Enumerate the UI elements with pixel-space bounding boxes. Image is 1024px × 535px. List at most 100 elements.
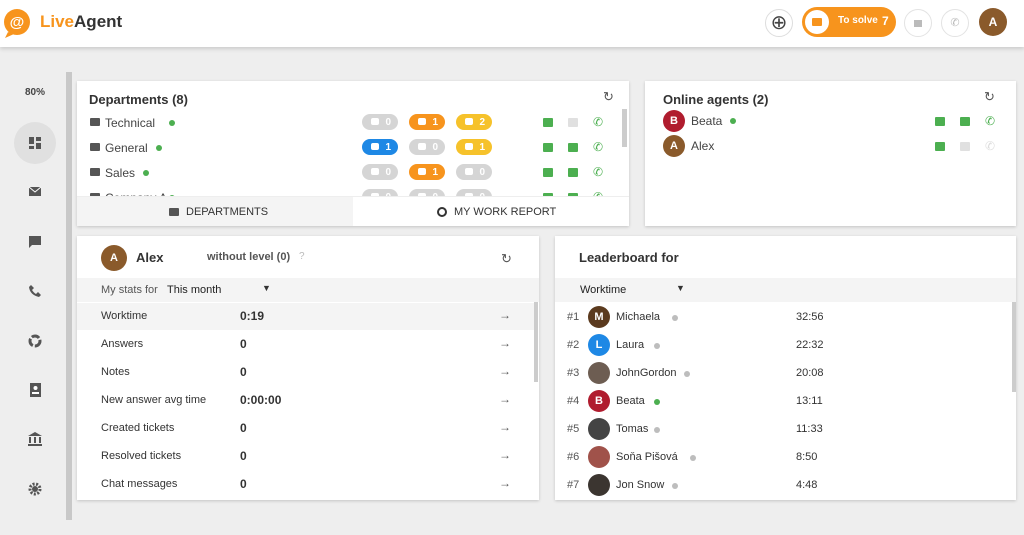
department-name: Sales: [105, 166, 136, 180]
mail-icon[interactable]: [543, 143, 553, 152]
call-icon[interactable]: ✆: [593, 115, 604, 129]
mail-icon[interactable]: [543, 118, 553, 127]
period-select[interactable]: This month: [167, 284, 222, 296]
status-dot: [654, 427, 660, 433]
mail-icon[interactable]: [935, 117, 945, 126]
row-arrow[interactable]: →: [499, 308, 511, 322]
rank: #6: [567, 451, 580, 463]
call-icon[interactable]: ✆: [985, 139, 996, 153]
stat-row[interactable]: Resolved tickets 0 →: [77, 443, 534, 470]
metric-select[interactable]: Worktime: [580, 284, 627, 296]
stat-row[interactable]: Worktime 0:19 →: [77, 303, 534, 330]
chat-icon[interactable]: [960, 117, 970, 126]
agent-avatar: [588, 474, 610, 496]
tab-departments[interactable]: [77, 197, 353, 226]
chat-button[interactable]: [904, 9, 932, 37]
status-dot: [155, 145, 162, 151]
rank: #2: [567, 339, 580, 351]
nav-calls[interactable]: [27, 283, 43, 299]
status-dot: [654, 399, 660, 405]
to-solve-button[interactable]: To solve 7: [802, 7, 896, 37]
dropdown-arrow[interactable]: ▼: [676, 283, 685, 293]
stat-value: 0:00:00: [240, 393, 282, 407]
chat-icon[interactable]: [960, 142, 970, 151]
status-dot: [672, 483, 678, 489]
chat-icon[interactable]: [568, 168, 578, 177]
agent-avatar: [588, 418, 610, 440]
stats-agent-name: Alex: [136, 250, 164, 265]
sidebar: 80%: [0, 47, 62, 535]
zoom-level[interactable]: 80%: [25, 87, 46, 98]
mail-icon[interactable]: [935, 142, 945, 151]
agent-name: Michaela: [616, 311, 661, 323]
online-agents-title: Online agents (2): [663, 92, 769, 107]
metric-value: 32:56: [796, 311, 824, 323]
agent-name: Tomas: [616, 423, 649, 435]
logo-live: Live: [40, 12, 75, 31]
chat-count: 1: [362, 139, 398, 155]
status-dot: [730, 118, 736, 124]
nav-dashboard-active[interactable]: [14, 122, 56, 164]
logo-icon: @: [4, 9, 30, 38]
call-icon[interactable]: ✆: [985, 114, 996, 128]
dropdown-arrow[interactable]: ▼: [262, 283, 271, 293]
report-icon: [437, 207, 447, 217]
nav-reports[interactable]: [27, 333, 43, 349]
stat-row[interactable]: Answers 0 →: [77, 331, 534, 358]
refresh-button[interactable]: ↻: [501, 251, 512, 266]
call-count: 0: [409, 139, 445, 155]
nav-knowledgebase[interactable]: [27, 431, 43, 447]
refresh-button[interactable]: ↻: [984, 89, 995, 104]
chat-icon[interactable]: [568, 118, 578, 127]
chat-icon[interactable]: [568, 143, 578, 152]
row-arrow[interactable]: →: [499, 392, 511, 406]
nav-chats[interactable]: [27, 234, 43, 250]
agent-avatar: L: [588, 334, 610, 356]
logo-text: LiveAgent: [40, 12, 122, 32]
call-icon[interactable]: ✆: [593, 165, 604, 179]
user-avatar[interactable]: A: [979, 8, 1007, 36]
mail-icon[interactable]: [543, 168, 553, 177]
call-button[interactable]: ✆: [941, 9, 969, 37]
stat-value: 0: [240, 365, 247, 379]
to-solve-label: To solve: [838, 15, 878, 26]
status-dot: [684, 371, 690, 377]
rank: #4: [567, 395, 580, 407]
call-icon[interactable]: ✆: [593, 140, 604, 154]
nav-dashboard[interactable]: [27, 135, 43, 151]
row-arrow[interactable]: →: [499, 476, 511, 490]
level-help[interactable]: ?: [299, 251, 305, 262]
nav-contacts[interactable]: [27, 382, 43, 398]
tab-label[interactable]: MY WORK REPORT: [454, 206, 557, 218]
scrollbar: [66, 72, 72, 520]
stat-label: New answer avg time: [101, 394, 207, 406]
call-count: 1: [409, 114, 445, 130]
row-arrow[interactable]: →: [499, 420, 511, 434]
list-scrollbar: [534, 302, 538, 382]
row-arrow[interactable]: →: [499, 336, 511, 350]
stat-row[interactable]: Chat messages 0 →: [77, 471, 534, 498]
nav-settings[interactable]: [27, 481, 43, 497]
stat-row[interactable]: Created tickets 0 →: [77, 415, 534, 442]
departments-panel: Departments (8) ↻ Technical 0 1 2 ✆ General 1 0…: [77, 81, 629, 226]
refresh-button[interactable]: ↻: [603, 89, 614, 104]
stat-row[interactable]: New answer avg time 0:00:00 →: [77, 387, 534, 414]
tab-label[interactable]: DEPARTMENTS: [186, 206, 269, 218]
header: @ LiveAgent ⊕ To solve 7 ✆ A: [0, 0, 1024, 47]
agent-avatar: M: [588, 306, 610, 328]
nav-tickets[interactable]: [27, 184, 43, 200]
stat-row[interactable]: Notes 0 →: [77, 359, 534, 386]
department-name: Technical: [105, 116, 156, 130]
stat-label: Chat messages: [101, 478, 178, 490]
mail-count: 1: [456, 139, 492, 155]
row-arrow[interactable]: →: [499, 364, 511, 378]
agent-name: Beata: [616, 395, 645, 407]
row-arrow[interactable]: →: [499, 448, 511, 462]
call-count: 1: [409, 164, 445, 180]
status-dot: [654, 343, 660, 349]
online-agents-panel: Online agents (2) ↻ B Beata ✆ A Alex ✆: [645, 81, 1016, 226]
agent-avatar: A: [663, 135, 685, 157]
agent-avatar: B: [588, 390, 610, 412]
add-button[interactable]: ⊕: [765, 9, 793, 37]
rank: #5: [567, 423, 580, 435]
